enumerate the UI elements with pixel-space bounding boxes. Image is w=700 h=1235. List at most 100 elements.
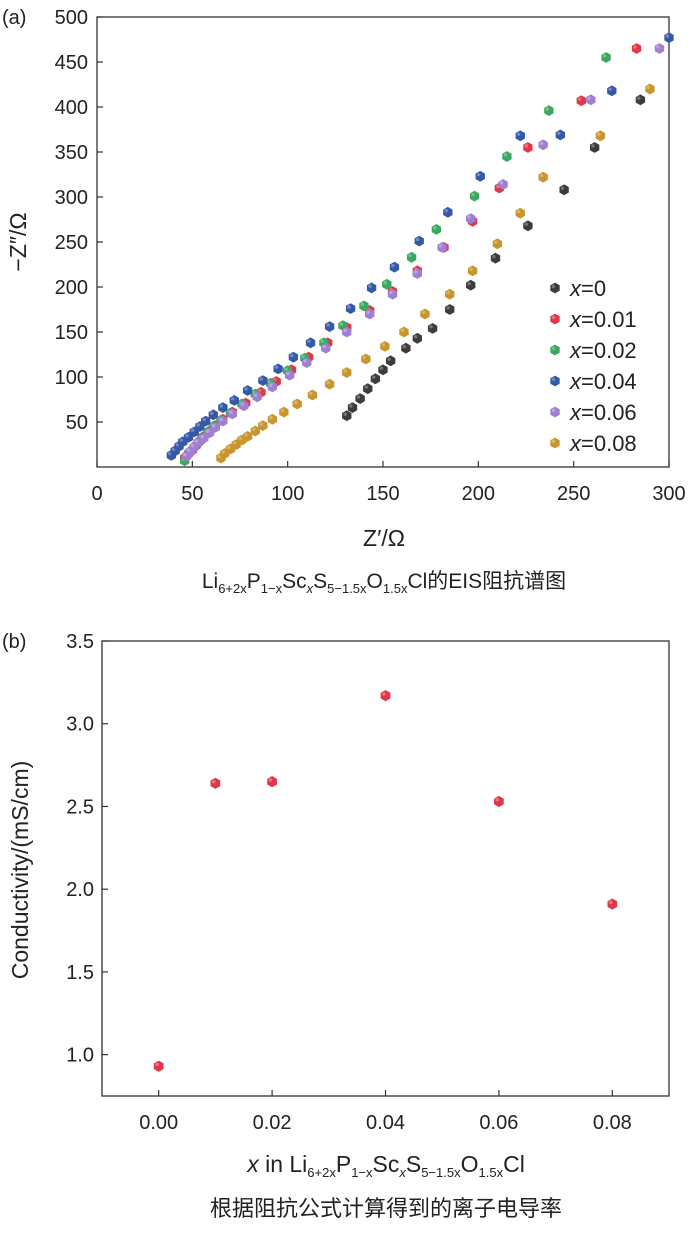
panel-a-point-series-4 [498, 179, 508, 190]
panel-a-point-series-2 [544, 105, 554, 116]
panel-a-point-series-0 [589, 142, 600, 153]
panel-b-x-tick-label: 0.06 [479, 1112, 518, 1134]
panel-a-point-series-0 [490, 252, 501, 264]
panel-a-point-series-4 [284, 369, 295, 381]
panel-a-point-series-4 [586, 94, 596, 106]
panel-a-point-series-1 [576, 95, 586, 107]
panel-a-point-series-4 [654, 43, 665, 54]
panel-b-y-tick-label: 2.0 [66, 879, 94, 901]
panel-a-point-series-5 [324, 378, 335, 390]
panel-a-y-tick-label: 250 [55, 232, 88, 254]
panel-a-x-tick-label: 200 [462, 483, 495, 505]
panel-a-point-series-4 [387, 288, 398, 300]
panel-a-legend-marker [550, 406, 560, 418]
panel-a-point-series-3 [258, 375, 268, 386]
panel-b-x-tick-label: 0.00 [139, 1112, 178, 1134]
panel-a-legend-marker [550, 375, 560, 387]
panel-a-point-series-5 [258, 420, 268, 431]
panel-a-point-series-5 [342, 367, 352, 378]
panel-a-point-series-3 [324, 321, 335, 332]
panel-a-point-series-4 [437, 242, 447, 253]
panel-a-label: (a) [2, 7, 26, 29]
panel-a-y-tick-label: 400 [55, 97, 88, 119]
panel-b-point [210, 777, 221, 789]
panel-b-caption: 根据阻抗公式计算得到的离子电导率 [210, 1197, 562, 1222]
panel-a-x-tick-label: 50 [181, 483, 203, 505]
panel-a-point-series-0 [385, 355, 396, 367]
panel-a-point-series-5 [420, 308, 430, 320]
panel-b-y-tick-label: 3.5 [66, 631, 94, 653]
panel-a-point-series-4 [321, 342, 331, 354]
panel-a-x-tick-label: 250 [557, 483, 590, 505]
panel-a-point-series-4 [239, 400, 249, 412]
panel-a-legend-label: x=0.08 [569, 431, 637, 456]
panel-a-point-series-3 [607, 85, 617, 97]
panel-a-point-series-2 [502, 151, 512, 162]
panel-a-point-series-3 [242, 385, 253, 396]
panel-a-point-series-3 [201, 415, 211, 427]
panel-a-point-series-2 [359, 300, 369, 312]
panel-a-legend-item: x=0.08 [550, 431, 637, 456]
panel-b-ticks: 0.00 0.02 0.04 0.06 0.08 1.0 1.5 2.0 2.5 3.0 3.5 [66, 631, 632, 1134]
panel-a-point-series-4 [538, 139, 548, 151]
panel-a-point-series-5 [595, 130, 606, 142]
panel-a-point-series-3 [475, 170, 485, 182]
panel-b-point [267, 776, 277, 788]
panel-a-y-tick-label: 350 [55, 142, 88, 164]
panel-a-point-series-4 [227, 408, 238, 420]
panel-a-point-series-4 [412, 268, 422, 279]
panel-a-point-series-3 [443, 206, 453, 218]
panel-b-x-axis-title: x in Li6+2xP1−xScxS5−1.5xO1.5xCl [246, 1151, 525, 1180]
panel-a-point-series-3 [366, 282, 377, 294]
panel-a-legend-marker [550, 282, 560, 294]
panel-a-point-series-3 [389, 261, 400, 273]
panel-a-point-series-4 [252, 391, 262, 403]
panel-a-point-series-0 [466, 279, 476, 291]
panel-a-legend-item: x=0 [550, 276, 606, 301]
panel-a-point-series-5 [399, 326, 409, 338]
panel-a-point-series-2 [406, 251, 417, 263]
panel-b-y-tick-label: 3.0 [66, 714, 94, 736]
panel-a-legend-label: x=0.04 [569, 369, 637, 394]
panel-b-label: (b) [2, 631, 26, 653]
panel-a-eis-chart: (a) 0 50 100 150 200 250 300 50 100 150 200 250 300 3… [2, 7, 686, 596]
panel-a-point-series-5 [237, 434, 247, 446]
panel-a-point-series-4 [342, 326, 352, 338]
panel-a-point-series-0 [635, 94, 646, 106]
panel-a-point-series-3 [305, 337, 316, 349]
panel-a-point-series-0 [355, 393, 365, 404]
panel-a-legend: x=0 x=0.01 x=0.02 x=0.04 x=0.06 x=0.08 [550, 276, 637, 456]
panel-a-point-series-2 [601, 52, 611, 63]
panel-a-data-points [166, 32, 674, 467]
panel-a-point-series-5 [250, 425, 260, 437]
panel-a-point-series-3 [345, 303, 356, 314]
panel-a-point-series-4 [267, 381, 278, 393]
panel-a-legend-item: x=0.01 [550, 307, 637, 332]
panel-b-conductivity-chart: (b) 0.00 0.02 0.04 0.06 0.08 1.0 1.5 2.0 2.5 3.0 3… [2, 631, 670, 1222]
panel-a-legend-label: x=0.01 [569, 307, 637, 332]
panel-a-point-series-0 [347, 402, 358, 413]
panel-a-point-series-3 [273, 363, 283, 375]
panel-a-point-series-5 [292, 398, 302, 410]
panel-b-x-tick-label: 0.04 [366, 1112, 405, 1134]
panel-a-point-series-0 [378, 364, 388, 376]
panel-a-point-series-3 [229, 395, 239, 406]
panel-a-point-series-5 [645, 83, 655, 95]
panel-a-legend-item: x=0.02 [550, 338, 637, 363]
panel-a-caption: Li6+2xP1−xScxS5−1.5xO1.5xCl的EIS阻抗谱图 [202, 570, 566, 596]
panel-a-legend-item: x=0.06 [550, 400, 637, 425]
panel-b-y-axis-title: Conductivity/(mS/cm) [7, 761, 33, 980]
panel-a-point-series-0 [559, 184, 569, 196]
panel-a-x-tick-label: 0 [91, 483, 102, 505]
panel-a-y-tick-label: 100 [55, 367, 88, 389]
panel-a-x-axis-title: Z′/Ω [363, 525, 405, 551]
panel-a-point-series-0 [427, 323, 438, 334]
panel-a-point-series-0 [363, 383, 373, 395]
panel-b-plot-frame [101, 640, 670, 1097]
panel-a-point-series-1 [631, 43, 642, 54]
panel-a-point-series-5 [279, 406, 289, 418]
panel-a-point-series-0 [412, 332, 422, 344]
panel-a-point-series-5 [445, 288, 455, 300]
panel-a-y-axis-title: −Z″/Ω [5, 212, 31, 271]
